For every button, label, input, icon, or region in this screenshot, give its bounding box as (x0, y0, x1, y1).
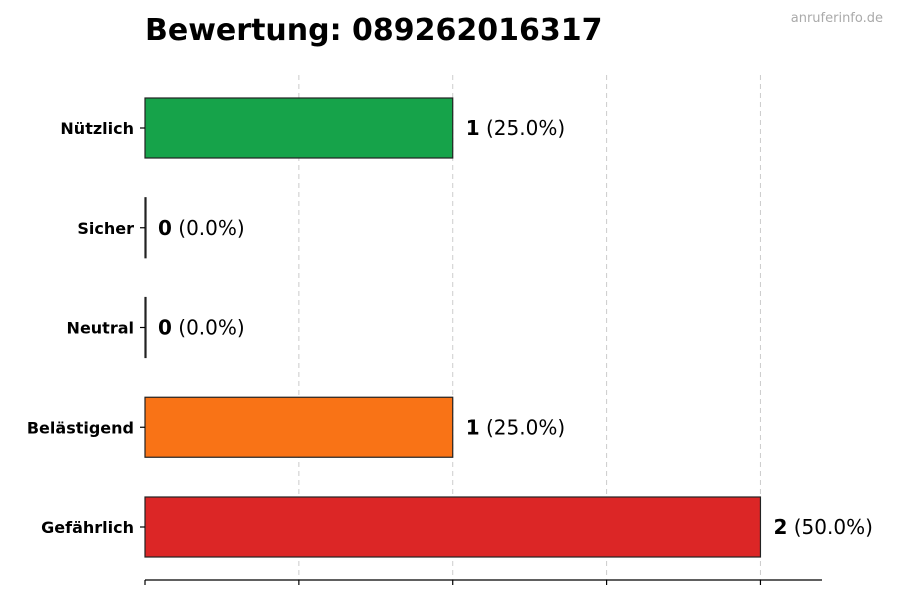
value-labels: 1 (25.0%)0 (0.0%)0 (0.0%)1 (25.0%)2 (50.… (158, 116, 873, 539)
category-label: Nützlich (60, 119, 134, 138)
bar (144, 296, 147, 359)
bar (144, 97, 454, 159)
chart-title: Bewertung: 089262016317 (145, 13, 603, 48)
value-count: 0 (158, 216, 172, 240)
category-label: Neutral (67, 319, 134, 338)
category-label: Gefährlich (41, 518, 134, 537)
bars (144, 97, 762, 558)
bar (144, 496, 762, 558)
value-percent: (0.0%) (172, 216, 245, 240)
value-label: 1 (25.0%) (466, 415, 565, 439)
value-count: 2 (773, 515, 787, 539)
value-percent: (25.0%) (480, 415, 566, 439)
value-count: 1 (466, 415, 480, 439)
watermark: anruferinfo.de (791, 11, 883, 26)
value-percent: (0.0%) (172, 316, 245, 340)
axes (140, 127, 822, 585)
value-count: 1 (466, 116, 480, 140)
category-label: Sicher (77, 219, 134, 238)
value-label: 0 (0.0%) (158, 316, 245, 340)
category-labels: Nützlich Sicher Neutral Belästigend Gefährli… (27, 119, 134, 537)
value-percent: (50.0%) (787, 515, 873, 539)
bar (144, 396, 454, 458)
category-label: Belästigend (27, 418, 134, 437)
grid-lines (298, 75, 761, 580)
value-label: 1 (25.0%) (466, 116, 565, 140)
value-label: 0 (0.0%) (158, 216, 245, 240)
value-label: 2 (50.0%) (773, 515, 872, 539)
bar (144, 197, 147, 259)
value-count: 0 (158, 316, 172, 340)
value-percent: (25.0%) (480, 116, 566, 140)
